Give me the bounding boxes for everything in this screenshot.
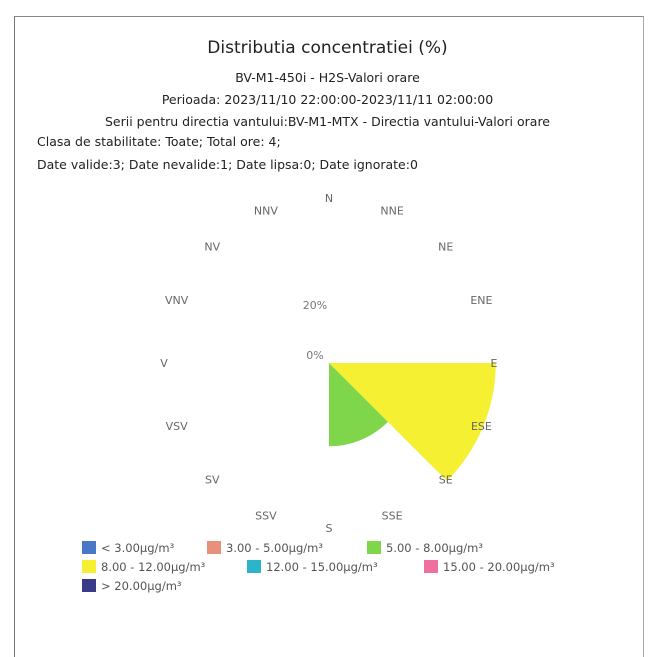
legend-item: 3.00 - 5.00µg/m³ — [207, 541, 323, 555]
direction-label-NNE: NNE — [380, 205, 403, 218]
direction-label-S: S — [326, 522, 333, 535]
subtitle-series: Serii pentru directia vantului:BV-M1-MTX… — [104, 114, 551, 129]
wind-rose-plot: N NNE NE ENE E ESE SE SSE S SSV SV VSV V VNV NV NNV 0% 20… — [160, 192, 498, 535]
direction-label-SE: SE — [439, 474, 453, 487]
direction-label-N: N — [325, 192, 333, 205]
legend-label: 5.00 - 8.00µg/m³ — [386, 541, 483, 555]
legend-label: 8.00 - 12.00µg/m³ — [101, 560, 206, 574]
legend-label: 12.00 - 15.00µg/m³ — [266, 560, 378, 574]
direction-label-SV: SV — [205, 474, 220, 487]
legend-swatch — [247, 560, 261, 573]
data-validity-info: Date valide:3; Date nevalide:1; Date lip… — [37, 157, 418, 172]
legend-item: 8.00 - 12.00µg/m³ — [82, 560, 205, 574]
direction-label-VNV: VNV — [165, 294, 189, 307]
direction-label-SSV: SSV — [255, 509, 277, 522]
legend-swatch — [82, 579, 96, 592]
direction-label-NE: NE — [438, 240, 453, 253]
direction-label-NNV: NNV — [254, 205, 278, 218]
legend-item: > 20.00µg/m³ — [82, 579, 182, 593]
subtitle-period: Perioada: 2023/11/10 22:00:00-2023/11/11… — [161, 92, 494, 107]
subtitle-station: BV-M1-450i - H2S-Valori orare — [235, 70, 420, 85]
legend-label: < 3.00µg/m³ — [101, 541, 175, 555]
radial-tick-label: 20% — [303, 299, 327, 312]
direction-label-ESE: ESE — [471, 420, 492, 433]
legend-label: 15.00 - 20.00µg/m³ — [443, 560, 555, 574]
legend-swatch — [82, 541, 96, 554]
legend-item: 15.00 - 20.00µg/m³ — [424, 560, 555, 574]
chart-title: Distributia concentratiei (%) — [207, 38, 448, 58]
rose-sector-E-SE — [329, 363, 496, 481]
legend-label: > 20.00µg/m³ — [101, 579, 182, 593]
direction-label-ENE: ENE — [470, 294, 492, 307]
chart-frame — [14, 16, 644, 657]
legend-swatch — [424, 560, 438, 573]
direction-label-V: V — [160, 357, 168, 370]
legend-swatch — [82, 560, 96, 573]
legend-item: 5.00 - 8.00µg/m³ — [367, 541, 483, 555]
legend-swatch — [207, 541, 221, 554]
direction-label-E: E — [491, 357, 498, 370]
legend-label: 3.00 - 5.00µg/m³ — [226, 541, 323, 555]
stability-info: Clasa de stabilitate: Toate; Total ore: … — [37, 134, 281, 149]
legend-item: < 3.00µg/m³ — [82, 541, 174, 555]
direction-label-SSE: SSE — [382, 509, 403, 522]
direction-label-VSV: VSV — [166, 420, 189, 433]
legend-item: 12.00 - 15.00µg/m³ — [247, 560, 378, 574]
radial-tick-label: 0% — [306, 349, 323, 362]
legend-swatch — [367, 541, 381, 554]
direction-label-NV: NV — [204, 240, 220, 253]
rose-sector-SE-S — [329, 363, 388, 447]
